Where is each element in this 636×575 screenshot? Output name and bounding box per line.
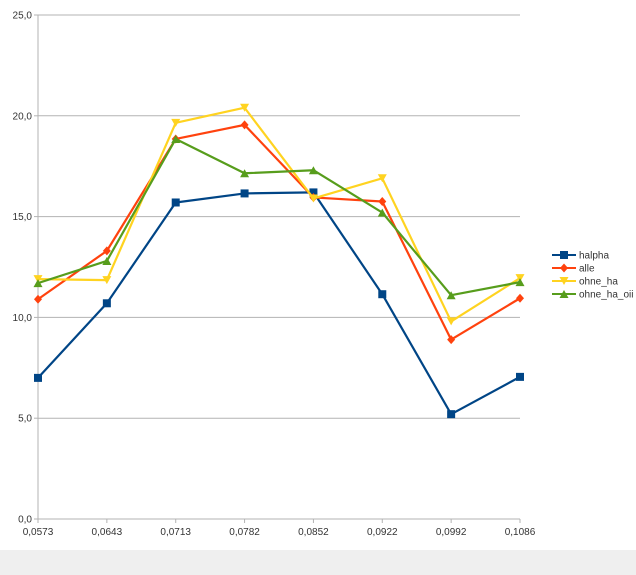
legend-item: ohne_ha_oii: [552, 290, 634, 301]
data-point: [34, 373, 42, 382]
legend-item: halpha: [552, 251, 609, 262]
data-point: [171, 198, 180, 207]
legend-label: ohne_ha_oii: [579, 290, 634, 301]
data-point: [447, 335, 456, 345]
series-ohne-ha: [33, 103, 525, 326]
data-point: [240, 189, 249, 198]
legend: halpha alle ohne_ha ohne_ha_oii: [552, 251, 634, 301]
data-point: [308, 194, 318, 203]
data-point: [102, 246, 111, 256]
data-point: [102, 299, 111, 308]
legend-marker: [559, 290, 569, 298]
x-tick-label: 0,0573: [23, 527, 54, 538]
data-point: [377, 208, 387, 217]
data-point: [446, 291, 456, 300]
legend-label: ohne_ha: [579, 277, 618, 288]
legend-label: halpha: [579, 251, 609, 262]
data-point: [516, 293, 524, 303]
data-point: [515, 274, 525, 283]
y-tick-label: 15,0: [13, 212, 33, 223]
y-tick-label: 10,0: [13, 313, 33, 324]
data-point: [171, 118, 181, 127]
data-point: [308, 166, 318, 175]
data-point: [102, 276, 112, 285]
series-ohne-ha-oii: [33, 134, 525, 300]
legend-item: ohne_ha: [552, 277, 618, 288]
series-line: [37, 106, 521, 323]
y-tick-labels: 0,0 5,0 10,0 15,0 20,0 25,0: [13, 11, 33, 526]
data-point: [102, 256, 112, 265]
data-point: [34, 294, 42, 304]
x-tick-label: 0,0852: [298, 527, 329, 538]
data-point: [446, 317, 456, 326]
data-point: [378, 196, 387, 206]
legend-marker: [559, 277, 569, 285]
data-point: [309, 188, 318, 197]
data-point: [378, 290, 387, 299]
x-tick-labels: 0,0573 0,0643 0,0713 0,0782 0,0852 0,0922 0,09…: [23, 527, 536, 538]
x-tick-label: 0,1086: [505, 527, 536, 538]
x-tick-label: 0,0992: [436, 527, 467, 538]
data-point: [240, 169, 250, 178]
data-point: [515, 278, 525, 287]
series-halpha: [34, 188, 524, 419]
y-tick-label: 25,0: [13, 11, 33, 22]
data-point: [171, 134, 181, 143]
data-point: [33, 279, 43, 288]
x-tick-label: 0,0782: [229, 527, 260, 538]
data-point: [377, 174, 387, 183]
y-tick-label: 0,0: [18, 515, 32, 526]
legend-marker: [560, 263, 568, 273]
data-point: [240, 103, 250, 112]
legend-marker: [560, 251, 568, 259]
legend-label: alle: [579, 264, 595, 275]
legend-item: alle: [552, 263, 595, 275]
y-tick-label: 5,0: [18, 414, 32, 425]
y-tick-label: 20,0: [13, 111, 33, 122]
series-line: [37, 191, 521, 416]
series-lines: [33, 103, 525, 419]
footer-bar: [0, 550, 636, 575]
data-point: [240, 120, 249, 130]
series-line: [37, 137, 521, 297]
x-tick-label: 0,0643: [92, 527, 123, 538]
x-tick-label: 0,0713: [160, 527, 191, 538]
data-point: [447, 410, 456, 419]
axes: [34, 14, 521, 523]
series-line: [37, 123, 521, 341]
data-point: [516, 372, 524, 381]
x-tick-label: 0,0922: [367, 527, 398, 538]
grid-lines: [38, 14, 520, 520]
data-point: [33, 275, 43, 284]
